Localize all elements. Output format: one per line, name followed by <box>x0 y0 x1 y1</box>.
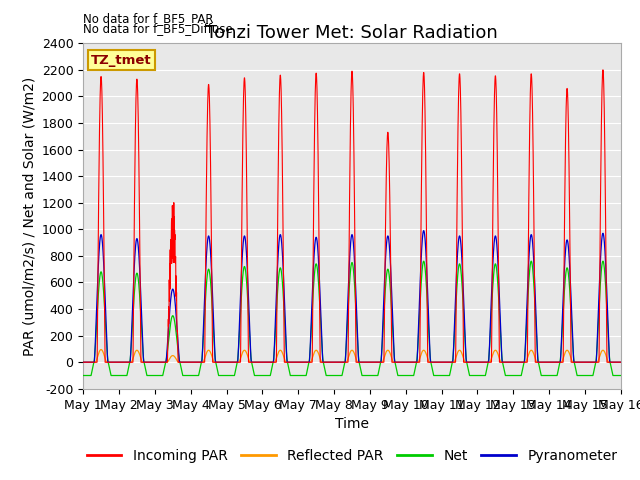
Legend: Incoming PAR, Reflected PAR, Net, Pyranometer: Incoming PAR, Reflected PAR, Net, Pyrano… <box>81 443 623 468</box>
Title: Tonzi Tower Met: Solar Radiation: Tonzi Tower Met: Solar Radiation <box>206 24 498 42</box>
Text: No data for f_BF5_Diffuse: No data for f_BF5_Diffuse <box>83 22 233 35</box>
Text: No data for f_BF5_PAR: No data for f_BF5_PAR <box>83 12 214 25</box>
Y-axis label: PAR (umol/m2/s) / Net and Solar (W/m2): PAR (umol/m2/s) / Net and Solar (W/m2) <box>22 76 36 356</box>
X-axis label: Time: Time <box>335 417 369 431</box>
Text: TZ_tmet: TZ_tmet <box>92 54 152 67</box>
